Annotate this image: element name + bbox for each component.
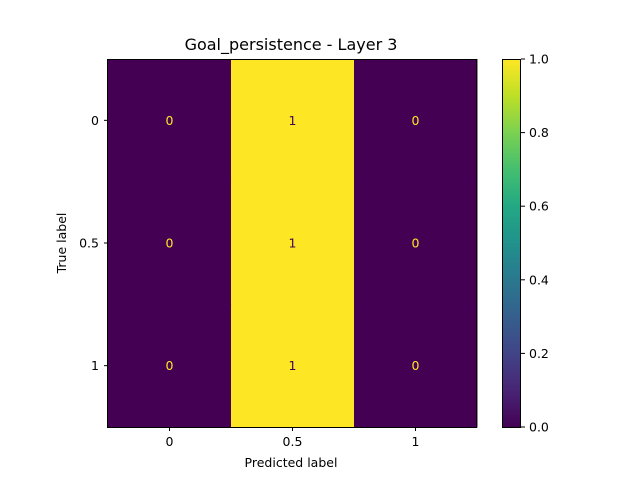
- heatmap-cell: [231, 59, 355, 183]
- cell-value-label: 1: [289, 113, 297, 128]
- heatmap-cell-labels: 0 1 0 0 1 0 0 1 0: [166, 113, 420, 373]
- cell-value-label: 0: [412, 358, 420, 373]
- heatmap-cell: [354, 304, 478, 428]
- cell-value-label: 0: [166, 113, 174, 128]
- cell-value-label: 0: [412, 113, 420, 128]
- x-tick-label: 0: [166, 434, 174, 449]
- heatmap-cell: [231, 304, 355, 428]
- heatmap-cell: [108, 181, 232, 305]
- y-tick-label: 0: [91, 113, 99, 128]
- x-tick-label: 1: [412, 434, 420, 449]
- heatmap-cell: [108, 59, 232, 183]
- heatmap-cell: [231, 181, 355, 305]
- x-axis-label: Predicted label: [245, 455, 338, 470]
- cell-value-label: 0: [166, 236, 174, 251]
- x-axis-ticks: 0 0.5 1: [166, 427, 420, 449]
- colorbar: [502, 59, 521, 428]
- y-axis-ticks: 00.51: [79, 113, 108, 373]
- heatmap-cell: [354, 181, 478, 305]
- heatmap-cells: [108, 59, 478, 428]
- colorbar-tick-label: 0.2: [529, 346, 549, 361]
- colorbar-tick-label: 0.8: [529, 125, 549, 140]
- colorbar-ticks: 0.0 0.2 0.4 0.6 0.8 1.0: [521, 52, 549, 435]
- colorbar-tick-label: 0.0: [529, 420, 549, 435]
- x-tick-label: 0.5: [283, 434, 303, 449]
- colorbar-tick-label: 1.0: [529, 52, 549, 67]
- heatmap-cell: [108, 304, 232, 428]
- cell-value-label: 1: [289, 358, 297, 373]
- y-axis-label: True label: [54, 213, 69, 275]
- y-tick-label: 0.5: [79, 236, 99, 251]
- cell-value-label: 1: [289, 236, 297, 251]
- cell-value-label: 0: [166, 358, 174, 373]
- colorbar-tick-label: 0.4: [529, 272, 549, 287]
- heatmap-cell: [354, 59, 478, 183]
- y-tick-label: 1: [91, 358, 99, 373]
- colorbar-tick-label: 0.6: [529, 199, 549, 214]
- chart-title: Goal_persistence - Layer 3: [185, 35, 398, 55]
- cell-value-label: 0: [412, 236, 420, 251]
